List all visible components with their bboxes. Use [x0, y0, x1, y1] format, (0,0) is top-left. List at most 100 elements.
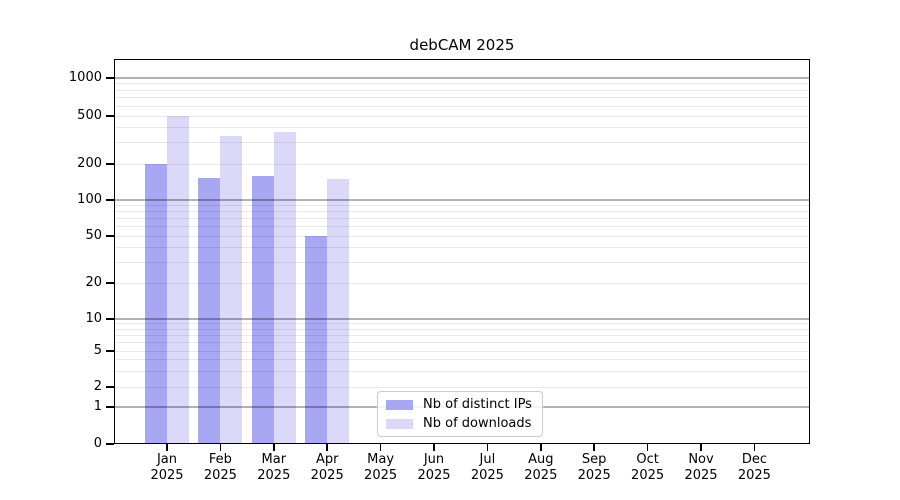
bar-distinct-ips-jan — [145, 164, 167, 444]
x-tick-month: Mar — [261, 452, 287, 467]
x-tick-label-mar: Mar 2025 — [242, 452, 306, 484]
x-tick-year: 2025 — [203, 468, 237, 483]
x-tick-mark — [486, 444, 489, 451]
x-tick-year: 2025 — [737, 468, 771, 483]
y-tick-mark — [106, 443, 114, 445]
gridline-major — [114, 199, 810, 201]
x-tick-year: 2025 — [310, 468, 344, 483]
gridline-minor — [114, 261, 810, 263]
x-tick-label-feb: Feb 2025 — [188, 452, 252, 484]
gridline-minor — [114, 105, 810, 107]
x-tick-label-apr: Apr 2025 — [295, 452, 359, 484]
x-tick-month: Jun — [423, 452, 445, 467]
x-tick-label-sep: Sep 2025 — [562, 452, 626, 484]
gridline-minor — [114, 235, 810, 237]
x-tick-mark — [379, 444, 382, 451]
bar-distinct-ips-feb — [198, 178, 221, 444]
gridline-minor — [114, 350, 810, 352]
y-tick-label-5: 5 — [93, 343, 102, 358]
legend-item-distinct-ips: Nb of distinct IPs — [384, 397, 536, 413]
gridline-minor — [114, 226, 810, 228]
gridline-minor — [114, 218, 810, 220]
y-tick-mark — [106, 386, 114, 388]
y-tick-mark — [106, 282, 114, 284]
x-tick-mark — [700, 444, 702, 451]
x-tick-mark — [219, 444, 222, 451]
x-tick-mark — [593, 444, 595, 451]
x-tick-mark — [540, 444, 542, 451]
x-tick-year: 2025 — [631, 468, 665, 483]
gridline-minor — [114, 115, 810, 117]
x-tick-label-jun: Jun 2025 — [402, 452, 466, 484]
gridline-minor — [114, 204, 810, 206]
x-tick-label-jul: Jul 2025 — [455, 452, 519, 484]
legend-swatch-distinct-ips — [386, 399, 413, 410]
x-tick-year: 2025 — [524, 468, 558, 483]
gridline-minor — [114, 83, 810, 85]
y-tick-label-200: 200 — [77, 156, 102, 171]
y-tick-label-20: 20 — [85, 275, 102, 290]
gridline-major — [114, 318, 810, 320]
y-tick-label-100: 100 — [77, 192, 102, 207]
bar-distinct-ips-apr — [305, 236, 328, 444]
x-tick-month: Nov — [688, 452, 714, 467]
legend-swatch-downloads — [386, 418, 413, 429]
x-tick-month: Oct — [636, 452, 659, 467]
x-tick-year: 2025 — [417, 468, 451, 483]
legend-label-downloads: Nb of downloads — [423, 416, 532, 431]
gridline-minor — [114, 246, 810, 248]
bar-downloads-apr — [327, 178, 350, 444]
x-tick-mark — [646, 444, 649, 451]
bar-distinct-ips-mar — [251, 176, 274, 444]
bar-downloads-jan — [167, 116, 189, 444]
x-tick-label-may: May 2025 — [349, 452, 413, 484]
legend-label-distinct-ips: Nb of distinct IPs — [423, 397, 532, 412]
x-tick-month: Feb — [208, 452, 232, 467]
x-tick-label-jan: Jan 2025 — [135, 452, 199, 484]
gridline-minor — [114, 211, 810, 213]
y-tick-mark — [106, 77, 114, 79]
y-tick-mark — [106, 115, 114, 117]
y-tick-label-2: 2 — [93, 379, 102, 394]
gridline-minor — [114, 328, 810, 330]
x-tick-year: 2025 — [150, 468, 184, 483]
gridline-minor — [114, 142, 810, 144]
y-tick-mark — [106, 163, 114, 165]
gridline-minor — [114, 89, 810, 91]
x-tick-label-oct: Oct 2025 — [616, 452, 680, 484]
x-tick-month: Sep — [581, 452, 607, 467]
x-tick-month: May — [367, 452, 395, 467]
gridline-minor — [114, 163, 810, 165]
gridline-minor — [114, 127, 810, 129]
y-tick-mark — [106, 235, 114, 237]
x-tick-month: Apr — [315, 452, 339, 467]
chart-title: debCAM 2025 — [409, 36, 515, 54]
gridline-minor — [114, 323, 810, 325]
gridline-minor — [114, 342, 810, 344]
x-tick-month: Aug — [528, 452, 554, 467]
x-tick-mark — [326, 444, 328, 451]
legend-item-downloads: Nb of downloads — [384, 416, 536, 432]
gridline-minor — [114, 97, 810, 99]
y-tick-mark — [106, 199, 114, 201]
x-tick-year: 2025 — [257, 468, 291, 483]
y-tick-label-1: 1 — [93, 399, 102, 414]
x-tick-month: Dec — [741, 452, 767, 467]
y-tick-label-500: 500 — [77, 108, 102, 123]
y-tick-label-0: 0 — [93, 436, 102, 451]
bar-downloads-mar — [273, 131, 296, 444]
y-tick-label-1000: 1000 — [68, 70, 102, 85]
x-tick-year: 2025 — [577, 468, 611, 483]
gridline-minor — [114, 282, 810, 284]
gridline-minor — [114, 386, 810, 388]
x-tick-mark — [166, 444, 168, 451]
y-tick-mark — [106, 406, 114, 408]
x-tick-month: Jan — [156, 452, 178, 467]
gridline-minor — [114, 334, 810, 336]
x-tick-month: Jul — [479, 452, 496, 467]
y-tick-mark — [106, 350, 114, 352]
legend: Nb of distinct IPs Nb of downloads — [377, 391, 543, 437]
x-tick-label-dec: Dec 2025 — [722, 452, 786, 484]
x-tick-year: 2025 — [364, 468, 398, 483]
